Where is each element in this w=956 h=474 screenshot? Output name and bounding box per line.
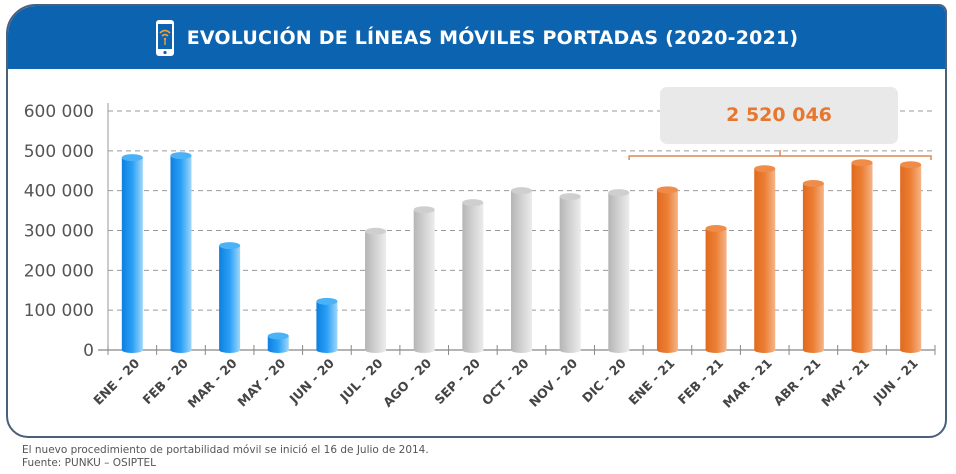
bar-cap [900,161,922,169]
bar-base [267,347,289,353]
annotation-total: 2 520 046 [726,104,832,126]
x-tick-label: FEB - 21 [675,356,727,408]
bar [316,301,338,350]
bar-cap [559,193,581,201]
x-tick-label: MAR - 21 [720,356,775,411]
bar [656,189,678,350]
bar [170,155,192,350]
x-tick-label: MAY - 21 [818,356,872,410]
bar [754,168,776,350]
y-tick-label: 400 000 [24,182,94,202]
bar-chart: 0 100 000 200 000 300 000 400 000 500 000 600 … [24,87,936,411]
x-tick-label: FEB - 20 [140,355,192,407]
bar-cap [219,242,241,250]
chart-header: EVOLUCIÓN DE LÍNEAS MÓVILES PORTADAS (20… [8,6,945,69]
y-tick-label: 200 000 [24,261,94,281]
bar-cap [121,154,143,162]
y-tick-label: 300 000 [24,222,94,242]
bar [219,245,241,350]
bar-cap [656,186,678,194]
y-tick-label: 100 000 [24,301,94,321]
x-tick-label: OCT - 20 [479,355,532,408]
bar-base [900,347,922,353]
bar [608,192,630,350]
chart-title: EVOLUCIÓN DE LÍNEAS MÓVILES PORTADAS (20… [186,26,799,49]
bar-base [851,347,873,353]
bar [559,196,581,350]
x-tick-label: ENE - 20 [90,355,142,407]
bar-base [462,347,484,353]
bar [462,202,484,350]
bar [511,190,532,350]
bar-cap [608,189,630,197]
bar-base [656,347,678,353]
bar-base [316,347,338,353]
x-tick-label: JUN - 20 [286,355,338,407]
bar [267,336,289,350]
bar-base [511,347,532,353]
bar-cap [365,227,387,235]
x-tick-label: MAR - 20 [185,355,240,410]
x-tick-label: MAY - 20 [234,355,288,409]
bar [900,164,922,350]
bar-cap [511,187,532,195]
x-tick-label: ABR - 21 [770,356,823,409]
bar [413,209,435,350]
bar-cap [170,152,192,160]
bar-cap [754,165,776,173]
bar [365,231,387,350]
bar-cap [851,159,873,167]
bar-cap [705,225,727,233]
y-tick-label: 0 [83,341,94,361]
mobile-phone-wifi-icon [155,19,174,56]
bar-cap [267,332,289,340]
chart-frame: EVOLUCIÓN DE LÍNEAS MÓVILES PORTADAS (20… [6,4,947,438]
bar-cap [413,206,435,214]
bar [705,228,727,350]
x-tick-label: NOV - 20 [526,355,580,409]
bar-cap [802,179,824,187]
bar [802,183,824,350]
x-tick-label: JUN - 21 [869,356,920,407]
x-tick-label: DIC - 20 [579,355,629,405]
bar-base [559,347,581,353]
x-tick-label: SEP - 20 [431,355,483,407]
bar-cap [316,297,338,305]
bar-base [608,347,630,353]
annotation-box [660,87,898,144]
x-tick-label: JUL - 20 [336,355,386,405]
footer-note: El nuevo procedimiento de portabilidad m… [22,444,429,456]
bar-base [170,347,192,353]
bar-base [219,347,241,353]
bar-base [754,347,776,353]
bar [121,157,143,350]
y-tick-label: 600 000 [24,102,94,122]
x-tick-label: ENE - 21 [625,356,677,408]
footer-source: Fuente: PUNKU – OSIPTEL [22,457,157,469]
bar-base [802,347,824,353]
bar-base [121,347,143,353]
bar-base [365,347,387,353]
annotation-bracket [628,155,932,160]
bar-base [413,347,435,353]
bar-cap [462,199,484,207]
y-tick-label: 500 000 [24,142,94,162]
bar-base [705,347,727,353]
x-tick-label: AGO - 20 [380,355,435,410]
bar [851,162,873,350]
